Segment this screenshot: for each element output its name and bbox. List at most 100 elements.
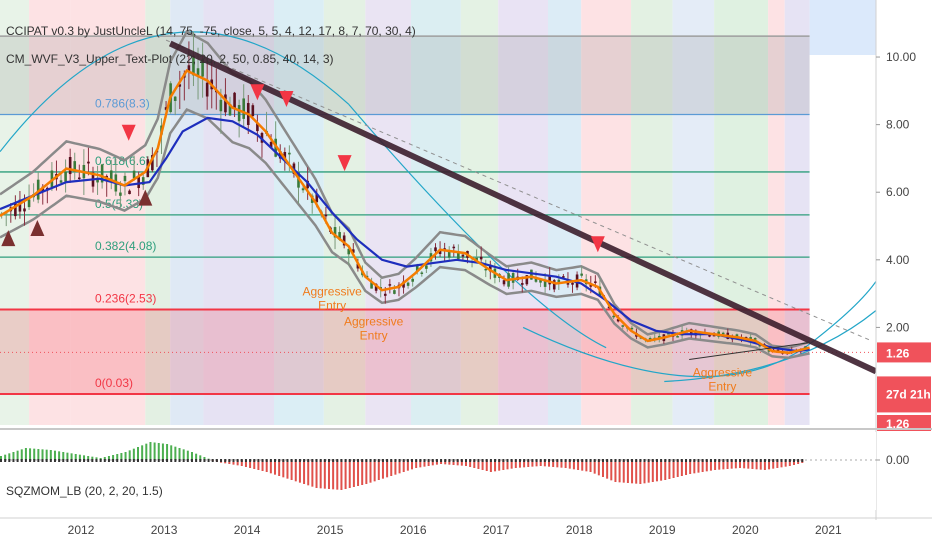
candle-body xyxy=(402,281,405,288)
momentum-bar xyxy=(572,460,575,470)
wvf-indicator-label[interactable]: CM_WVF_V3_Upper_Text-Plot (22, 20, 2, 50… xyxy=(6,52,334,66)
momentum-bar xyxy=(161,443,164,460)
candle-body xyxy=(73,161,77,172)
momentum-bar xyxy=(307,460,310,486)
momentum-bar xyxy=(145,443,148,460)
squeeze-dot xyxy=(419,459,422,462)
squeeze-dot xyxy=(531,459,534,462)
momentum-bar xyxy=(655,460,658,482)
squeeze-dot xyxy=(24,459,27,462)
squeeze-dot xyxy=(45,459,48,462)
candle-body xyxy=(315,194,319,203)
session-band xyxy=(809,0,876,55)
momentum-bar xyxy=(41,449,44,460)
candle-body xyxy=(393,290,396,294)
momentum-bar xyxy=(568,460,571,469)
squeeze-dot xyxy=(91,459,94,462)
momentum-bar xyxy=(660,460,663,481)
squeeze-dot xyxy=(759,459,762,462)
momentum-bar xyxy=(174,446,177,460)
squeeze-dot xyxy=(655,459,658,462)
squeeze-dot xyxy=(29,459,32,462)
candle-body xyxy=(96,177,99,183)
candle-body xyxy=(288,152,291,155)
time-tick-label: 2018 xyxy=(566,523,593,537)
sell-signal-marker xyxy=(337,155,352,172)
upper-band-line xyxy=(0,29,810,349)
candle-body xyxy=(164,107,168,110)
candle-body xyxy=(447,250,451,258)
squeeze-dot xyxy=(211,459,214,462)
momentum-bar xyxy=(635,460,638,484)
momentum-bar xyxy=(386,460,389,478)
squeeze-dot xyxy=(336,459,339,462)
buy-signal-marker xyxy=(1,230,16,247)
momentum-bar xyxy=(726,460,729,469)
ccipat-indicator-label[interactable]: CCIPAT v0.3 by JustUncleL (14, 75, -75, … xyxy=(6,24,416,38)
momentum-bar xyxy=(232,460,235,465)
squeeze-dot xyxy=(539,459,542,462)
squeeze-dot xyxy=(352,459,355,462)
momentum-bar xyxy=(718,460,721,470)
candle-body xyxy=(804,346,807,348)
squeeze-dot xyxy=(66,459,69,462)
squeeze-dot xyxy=(190,459,193,462)
squeeze-dot xyxy=(386,459,389,462)
momentum-bar xyxy=(298,460,301,483)
momentum-bar xyxy=(697,460,700,473)
squeeze-dot xyxy=(278,459,281,462)
momentum-bar xyxy=(4,454,7,460)
candle-body xyxy=(333,227,337,238)
momentum-bar xyxy=(361,460,364,485)
candle-body xyxy=(534,277,538,282)
candle-body xyxy=(306,180,309,189)
squeeze-dot xyxy=(718,459,721,462)
candle-body xyxy=(256,123,259,132)
candle-body xyxy=(283,152,287,159)
squeeze-dot xyxy=(87,459,90,462)
momentum-bar xyxy=(244,460,247,467)
candle-body xyxy=(552,280,556,290)
countdown-badge-text: 27d 21h xyxy=(886,387,931,401)
momentum-bar xyxy=(589,460,592,472)
squeeze-dot xyxy=(103,459,106,462)
squeeze-dot xyxy=(685,459,688,462)
momentum-bar xyxy=(286,460,289,479)
squeeze-dot xyxy=(494,459,497,462)
squeeze-dot xyxy=(332,459,335,462)
momentum-bar xyxy=(166,444,169,460)
momentum-bar xyxy=(253,460,256,469)
momentum-bar xyxy=(751,460,754,469)
squeeze-dot xyxy=(626,459,629,462)
momentum-bar xyxy=(693,460,696,474)
momentum-bar xyxy=(498,460,501,471)
candle-body xyxy=(173,96,177,101)
squeeze-dot xyxy=(672,459,675,462)
squeeze-dot xyxy=(0,459,2,462)
candle-body xyxy=(630,327,634,330)
time-tick-label: 2021 xyxy=(815,523,842,537)
squeeze-dot xyxy=(303,459,306,462)
squeeze-dot xyxy=(548,459,551,462)
momentum-bar xyxy=(743,460,746,469)
squeeze-dot xyxy=(427,459,430,462)
momentum-bar xyxy=(709,460,712,471)
momentum-bar xyxy=(477,460,480,469)
candle-body xyxy=(219,99,223,112)
momentum-bar xyxy=(626,460,629,483)
momentum-bar xyxy=(195,453,198,460)
squeeze-dot xyxy=(415,459,418,462)
momentum-bar xyxy=(597,460,600,476)
momentum-bar xyxy=(157,443,160,460)
squeeze-dot xyxy=(195,459,198,462)
momentum-bar xyxy=(8,453,11,460)
squeeze-dot xyxy=(228,459,231,462)
momentum-bar xyxy=(556,460,559,468)
squeeze-dot xyxy=(693,459,696,462)
momentum-bar xyxy=(676,460,679,477)
squeeze-dot xyxy=(676,459,679,462)
momentum-bar xyxy=(357,460,360,486)
momentum-bar xyxy=(203,457,206,460)
fib-level-label: 0(0.03) xyxy=(95,376,133,390)
sqzmom-indicator-label[interactable]: SQZMOM_LB (20, 2, 20, 1.5) xyxy=(6,484,163,498)
